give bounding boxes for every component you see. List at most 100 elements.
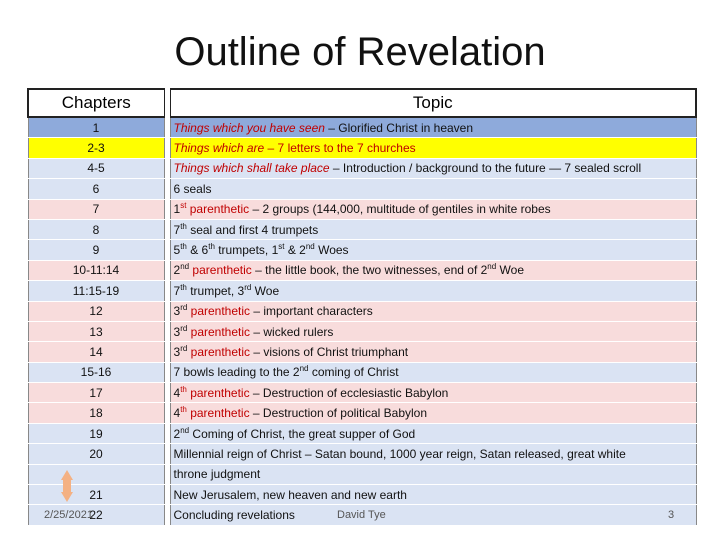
topic-text-segment: th	[180, 384, 187, 394]
table-row: 13 3rd parenthetic – wicked rulers	[27, 321, 697, 343]
outline-table-container: Chapters Topic 1 Things which you have se…	[27, 88, 697, 526]
column-gap	[164, 260, 170, 281]
column-gap	[164, 280, 170, 302]
topic-cell: Millennial reign of Christ – Satan bound…	[169, 443, 697, 465]
topic-text-segment: 2	[173, 263, 181, 278]
table-row: 17 4th parenthetic – Destruction of eccle…	[27, 382, 697, 404]
table-row: 14 3rd parenthetic – visions of Christ tr…	[27, 341, 697, 363]
topic-text-segment: Things which you have seen	[173, 120, 325, 135]
topic-text-segment: th	[180, 242, 187, 252]
topic-cell: 4th parenthetic – Destruction of ecclesi…	[169, 382, 697, 404]
chapter-cell: 10-11:14	[27, 260, 165, 282]
chapter-cell: 19	[27, 423, 165, 445]
table-row: 6 6 seals	[27, 178, 697, 200]
topic-text-segment: Woe	[496, 263, 524, 278]
chapters-header: Chapters	[27, 88, 165, 118]
table-row: 22 Concluding revelations	[27, 504, 697, 526]
column-gap	[164, 137, 170, 159]
topic-cell: 2nd parenthetic – the little book, the t…	[169, 260, 697, 282]
topic-cell: throne judgment	[169, 464, 697, 486]
header-row: Chapters Topic	[27, 88, 697, 118]
outline-table: Chapters Topic 1 Things which you have se…	[27, 88, 697, 526]
topic-text-segment: rd	[180, 343, 188, 353]
topic-text-segment: 3	[173, 324, 181, 339]
topic-cell: 3rd parenthetic – visions of Christ triu…	[169, 341, 697, 363]
topic-text-segment: 3	[173, 304, 181, 319]
topic-text-segment: – Destruction of political Babylon	[249, 406, 428, 421]
topic-text-segment: 2	[173, 426, 181, 441]
column-gap	[164, 219, 170, 240]
footer-date: 2/25/2021	[44, 509, 93, 521]
table-row: 10-11:14 2nd parenthetic – the little boo…	[27, 260, 697, 282]
topic-text-segment: 7	[173, 222, 181, 237]
topic-text-segment: parenthetic	[187, 324, 251, 339]
topic-cell: Things which are – 7 letters to the 7 ch…	[169, 137, 697, 159]
chapter-cell: 18	[27, 402, 165, 424]
topic-text-segment: trumpets, 1	[214, 243, 279, 258]
column-gap	[164, 443, 170, 465]
topic-text-segment: seal and first 4 trumpets	[186, 222, 319, 237]
chapter-cell: 20	[27, 443, 165, 465]
topic-text-segment: – 2 groups (144,000, multitude of gentil…	[249, 202, 551, 217]
topic-text-segment: th	[208, 242, 215, 252]
chapter-cell: 17	[27, 382, 165, 404]
column-gap	[164, 321, 170, 342]
chapter-cell: 6	[27, 178, 165, 200]
footer-author: David Tye	[337, 509, 386, 521]
table-row: throne judgment	[27, 464, 697, 486]
topic-cell: 2nd Coming of Christ, the great supper o…	[169, 423, 697, 445]
topic-cell: 3rd parenthetic – important characters	[169, 301, 697, 322]
topic-cell: 5th & 6th trumpets, 1st & 2nd Woes	[169, 239, 697, 261]
topic-text-segment: New Jerusalem, new heaven and new earth	[173, 487, 407, 502]
topic-text-segment: rd	[180, 323, 188, 333]
header-gap	[164, 89, 170, 117]
topic-text-segment: – Destruction of ecclesiastic Babylon	[249, 385, 449, 400]
topic-text-segment: 1	[173, 202, 181, 217]
topic-text-segment: – wicked rulers	[250, 324, 334, 339]
column-gap	[164, 301, 170, 322]
column-gap	[164, 423, 170, 444]
topic-text-segment: 6 seals	[173, 181, 212, 196]
topic-text-segment: throne judgment	[173, 467, 261, 482]
topic-text-segment: th	[180, 282, 187, 292]
topic-text-segment: st	[278, 242, 285, 252]
topic-text-segment: th	[180, 405, 187, 415]
topic-text-segment: 5	[173, 243, 181, 258]
chapter-cell: 8	[27, 219, 165, 241]
table-row: 19 2nd Coming of Christ, the great supper…	[27, 423, 697, 445]
topic-cell: Concluding revelations	[169, 504, 697, 526]
topic-text-segment: – Glorified Christ in heaven	[324, 120, 474, 135]
topic-text-segment: th	[180, 221, 187, 231]
topic-text-segment: Woe	[251, 283, 280, 298]
pin-body	[63, 480, 71, 492]
topic-cell: 7 bowls leading to the 2nd coming of Chr…	[169, 362, 697, 384]
topic-cell: 6 seals	[169, 178, 697, 200]
column-gap	[164, 158, 170, 179]
topic-text-segment: nd	[180, 425, 190, 435]
topic-text-segment: parenthetic	[186, 385, 250, 400]
topic-text-segment: nd	[180, 262, 190, 272]
table-row: 15-16 7 bowls leading to the 2nd coming o…	[27, 362, 697, 384]
topic-header: Topic	[169, 88, 697, 118]
table-row: 2-3 Things which are – 7 letters to the 7…	[27, 137, 697, 159]
table-row: 7 1st parenthetic – 2 groups (144,000, mu…	[27, 199, 697, 220]
chapter-cell	[27, 464, 165, 486]
topic-cell: 3rd parenthetic – wicked rulers	[169, 321, 697, 343]
column-gap	[164, 239, 170, 261]
table-row: 4-5 Things which shall take place – Intro…	[27, 158, 697, 180]
chapter-cell: 13	[27, 321, 165, 343]
table-row: 8 7th seal and first 4 trumpets	[27, 219, 697, 241]
topic-text-segment: 7	[173, 283, 181, 298]
topic-text-segment: Millennial reign of Christ – Satan bound…	[173, 446, 626, 461]
chapter-cell: 2-3	[27, 137, 165, 159]
table-row: 9 5th & 6th trumpets, 1st & 2nd Woes	[27, 239, 697, 261]
column-gap	[164, 178, 170, 200]
chapter-cell: 11:15-19	[27, 280, 165, 302]
footer-page-number: 3	[668, 509, 675, 521]
topic-text-segment: & 2	[284, 243, 306, 258]
table-row: 11:15-19 7th trumpet, 3rd Woe	[27, 280, 697, 302]
topic-text-segment: trumpet, 3	[186, 283, 245, 298]
column-gap	[164, 464, 170, 485]
column-gap	[164, 117, 170, 138]
table-row: 21 New Jerusalem, new heaven and new eart…	[27, 484, 697, 506]
